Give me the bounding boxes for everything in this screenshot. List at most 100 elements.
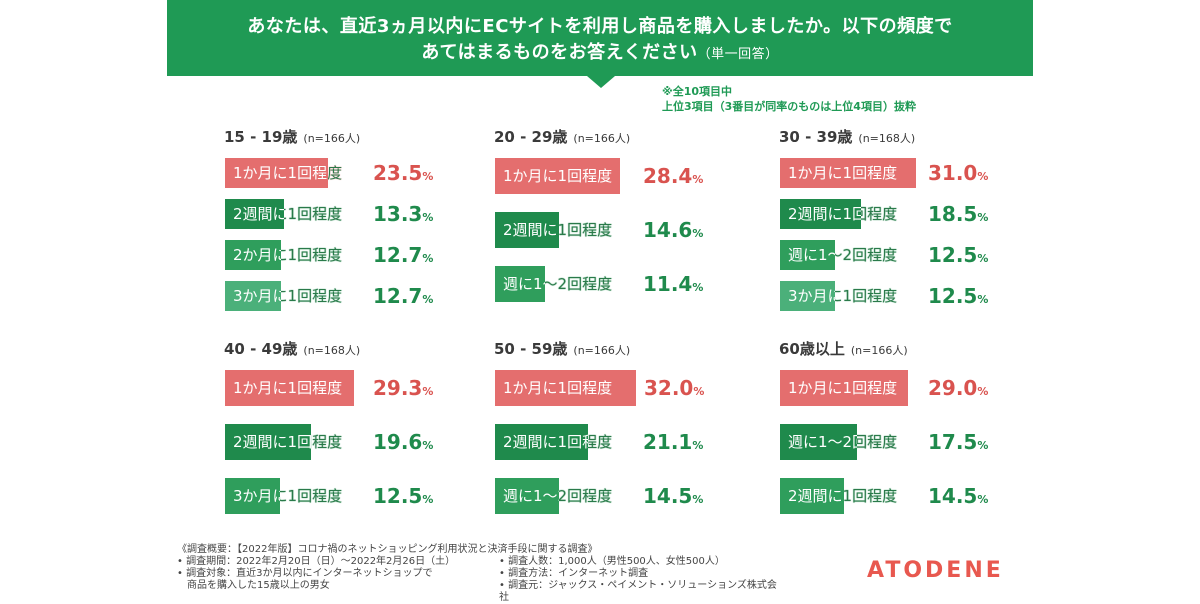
bar-value-unit: % <box>422 293 434 306</box>
bar-category-label: 3か月に1回程度 <box>233 487 343 505</box>
bar-value: 14.5 <box>643 484 693 508</box>
bar-value: 12.7 <box>373 284 423 308</box>
bar-value-unit: % <box>422 211 434 224</box>
bar-value-unit: % <box>977 385 989 398</box>
bar <box>225 240 281 270</box>
bar-value: 12.5 <box>928 243 978 267</box>
bar-value-label: 29.0% <box>928 370 988 406</box>
question-banner: あなたは、直近3ヵ月以内にECサイトを利用し商品を購入しましたか。以下の頻度で … <box>167 0 1033 76</box>
bar-value-label: 12.7% <box>373 240 433 270</box>
question-line-2: あてはまるものをお答えください（単一回答） <box>167 38 1033 64</box>
footer-method: • 調査方法：インターネット調査 <box>499 568 649 579</box>
bar-value: 12.5 <box>373 484 423 508</box>
bar-category-label-overflow: 週に1〜2回程度 <box>857 424 897 460</box>
bar-row: 週に1〜2回程度 14.5% 週に1〜2回程度 <box>495 478 705 514</box>
bar-category-label-overflow: 2週間に1回程度 <box>559 212 612 248</box>
bar <box>225 478 280 514</box>
bar <box>495 158 620 194</box>
bar-category-label-overflow: 2週間に1回程度 <box>311 424 342 460</box>
bar-value: 13.3 <box>373 202 423 226</box>
bar-value-unit: % <box>977 252 989 265</box>
bar-value: 29.0 <box>928 376 978 400</box>
bar-category-label-overflow: 3か月に1回程度 <box>788 287 898 305</box>
bar-category-label-overflow: 2週間に1回程度 <box>861 199 897 229</box>
bar-category-label-overflow: 週に1〜2回程度 <box>503 275 613 293</box>
panel-sample-size: (n=166人) <box>303 132 361 145</box>
bar-value: 12.5 <box>928 284 978 308</box>
footer-overview: 《調査概要：【2022年版】コロナ禍のネットショッピング利用状況と決済手段に関す… <box>177 544 598 555</box>
question-suffix: （単一回答） <box>697 47 779 62</box>
question-text-2: あてはまるものをお答えください <box>421 42 698 63</box>
bar-row: 2か月に1回程度 12.7% 2か月に1回程度 <box>225 240 435 270</box>
bar-value-label: 19.6% <box>373 424 433 460</box>
panel-age-label: 15 - 19歳 <box>224 128 298 146</box>
bar-value-label: 21.1% <box>643 424 703 460</box>
note-line-2: 上位3項目（3番目が同率のものは上位4項目）抜粋 <box>662 100 916 113</box>
bar-value: 32.0 <box>644 376 694 400</box>
bar-category-label: 1か月に1回程度 <box>788 379 898 397</box>
panel-sample-size: (n=166人) <box>573 344 631 357</box>
bar-row: 2週間に1回程度 21.1% 2週間に1回程度 <box>495 424 705 460</box>
bar-category-label-overflow: 2週間に1回程度 <box>233 205 343 223</box>
bar-category-label-overflow: 2週間に1回程度 <box>588 424 612 460</box>
panel-sample-size: (n=166人) <box>573 132 631 145</box>
bar-category-label-overflow: 週に1〜2回程度 <box>788 246 898 264</box>
panel-title: 15 - 19歳 (n=166人) <box>224 126 360 147</box>
bar-value-unit: % <box>422 170 434 183</box>
bar <box>495 370 636 406</box>
bar-value: 18.5 <box>928 202 978 226</box>
bar-value-unit: % <box>692 281 704 294</box>
bar-category-label: 2週間に1回程度 <box>788 487 898 505</box>
bar-value-label: 11.4% <box>643 266 703 302</box>
bar-value-label: 12.7% <box>373 281 433 311</box>
panel-age-label: 20 - 29歳 <box>494 128 568 146</box>
panel-age-label: 60歳以上 <box>779 340 845 358</box>
bar-category-label: 週に1〜2回程度 <box>503 487 613 505</box>
bar-value: 11.4 <box>643 272 693 296</box>
bar-category-label: 1か月に1回程度 <box>503 167 613 185</box>
bar <box>225 424 311 460</box>
bar <box>780 478 844 514</box>
bar <box>495 266 545 302</box>
bar-category-label: 1か月に1回程度 <box>233 379 343 397</box>
bar-category-label-overflow: 3か月に1回程度 <box>233 487 343 505</box>
panel-sample-size: (n=166人) <box>850 344 908 357</box>
bar-row: 3か月に1回程度 12.5% 3か月に1回程度 <box>780 281 990 311</box>
bar <box>780 370 908 406</box>
bar <box>780 199 861 229</box>
bar-row: 3か月に1回程度 12.5% 3か月に1回程度 <box>225 478 435 514</box>
bar <box>780 281 835 311</box>
note: ※全10項目中 上位3項目（3番目が同率のものは上位4項目）抜粋 <box>662 84 992 114</box>
bar-category-label: 3か月に1回程度 <box>233 287 343 305</box>
age-panel: 60歳以上(n=166人)1か月に1回程度29.0%1か月に1回程度週に1〜2回… <box>722 338 992 538</box>
panel-age-label: 50 - 59歳 <box>494 340 568 358</box>
age-panel: 20 - 29歳(n=166人)1か月に1回程度28.4%1か月に1回程度2週間… <box>437 126 707 326</box>
bar <box>225 370 354 406</box>
question-line-1: あなたは、直近3ヵ月以内にECサイトを利用し商品を購入しましたか。以下の頻度で <box>247 16 953 37</box>
bar-value: 31.0 <box>928 161 978 185</box>
footer-org: • 調査元：ジャックス・ペイメント・ソリューションズ株式会社 <box>499 580 777 603</box>
bar-category-label: 1か月に1回程度 <box>233 164 343 182</box>
bar-value-unit: % <box>693 385 705 398</box>
bar-row: 週に1〜2回程度 17.5% 週に1〜2回程度 <box>780 424 990 460</box>
bar <box>495 424 588 460</box>
panel-sample-size: (n=168人) <box>858 132 916 145</box>
bar-value-unit: % <box>692 493 704 506</box>
bar-category-label: 週に1〜2回程度 <box>788 433 898 451</box>
atodene-logo: ATODENE <box>867 558 1004 583</box>
bar-value: 12.7 <box>373 243 423 267</box>
bar-category-label-overflow: 3か月に1回程度 <box>233 287 343 305</box>
footer-target-1: • 調査対象：直近3か月以内にインターネットショップで <box>177 568 433 579</box>
bar-value: 17.5 <box>928 430 978 454</box>
bar-value: 14.6 <box>643 218 693 242</box>
age-panel: 40 - 49歳(n=168人)1か月に1回程度29.3%1か月に1回程度2週間… <box>167 338 437 538</box>
bar-category-label: 1か月に1回程度 <box>503 379 613 397</box>
survey-footer: 《調査概要：【2022年版】コロナ禍のネットショッピング利用状況と決済手段に関す… <box>167 544 1033 603</box>
panel-age-label: 40 - 49歳 <box>224 340 298 358</box>
bar-value-unit: % <box>422 439 434 452</box>
bar-value-unit: % <box>692 439 704 452</box>
bar <box>225 281 281 311</box>
